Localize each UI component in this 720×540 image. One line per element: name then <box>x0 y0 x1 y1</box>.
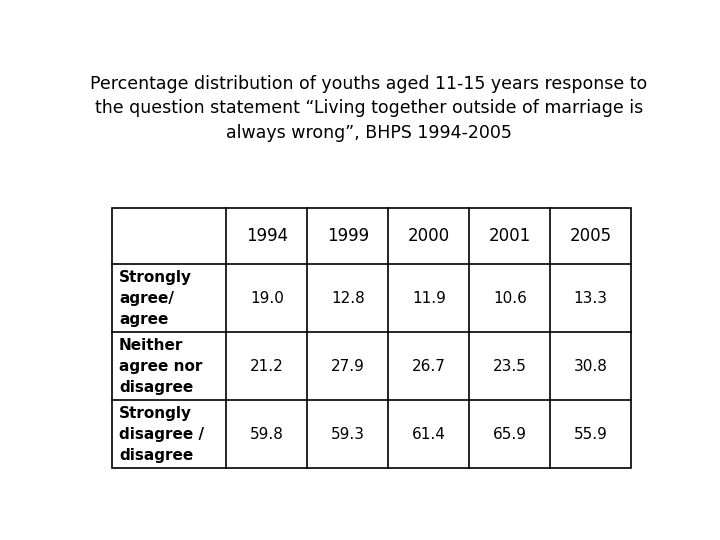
Text: 2001: 2001 <box>489 227 531 245</box>
Text: 12.8: 12.8 <box>331 291 365 306</box>
Text: 11.9: 11.9 <box>412 291 446 306</box>
Text: 55.9: 55.9 <box>574 427 608 442</box>
Text: Neither
agree nor
disagree: Neither agree nor disagree <box>119 338 202 395</box>
Text: Percentage distribution of youths aged 11-15 years response to
the question stat: Percentage distribution of youths aged 1… <box>91 75 647 142</box>
Text: 2000: 2000 <box>408 227 450 245</box>
Text: 26.7: 26.7 <box>412 359 446 374</box>
Text: 2005: 2005 <box>570 227 612 245</box>
Text: 59.8: 59.8 <box>250 427 284 442</box>
Text: 19.0: 19.0 <box>250 291 284 306</box>
Text: 59.3: 59.3 <box>331 427 365 442</box>
Text: 10.6: 10.6 <box>493 291 527 306</box>
Text: Strongly
disagree /
disagree: Strongly disagree / disagree <box>119 406 204 463</box>
Text: Strongly
agree/
agree: Strongly agree/ agree <box>119 270 192 327</box>
Text: 61.4: 61.4 <box>412 427 446 442</box>
Text: 1999: 1999 <box>327 227 369 245</box>
Text: 65.9: 65.9 <box>492 427 527 442</box>
Text: 21.2: 21.2 <box>250 359 284 374</box>
Text: 23.5: 23.5 <box>493 359 527 374</box>
Text: 1994: 1994 <box>246 227 288 245</box>
Text: 30.8: 30.8 <box>574 359 608 374</box>
Text: 13.3: 13.3 <box>574 291 608 306</box>
Text: 27.9: 27.9 <box>331 359 365 374</box>
